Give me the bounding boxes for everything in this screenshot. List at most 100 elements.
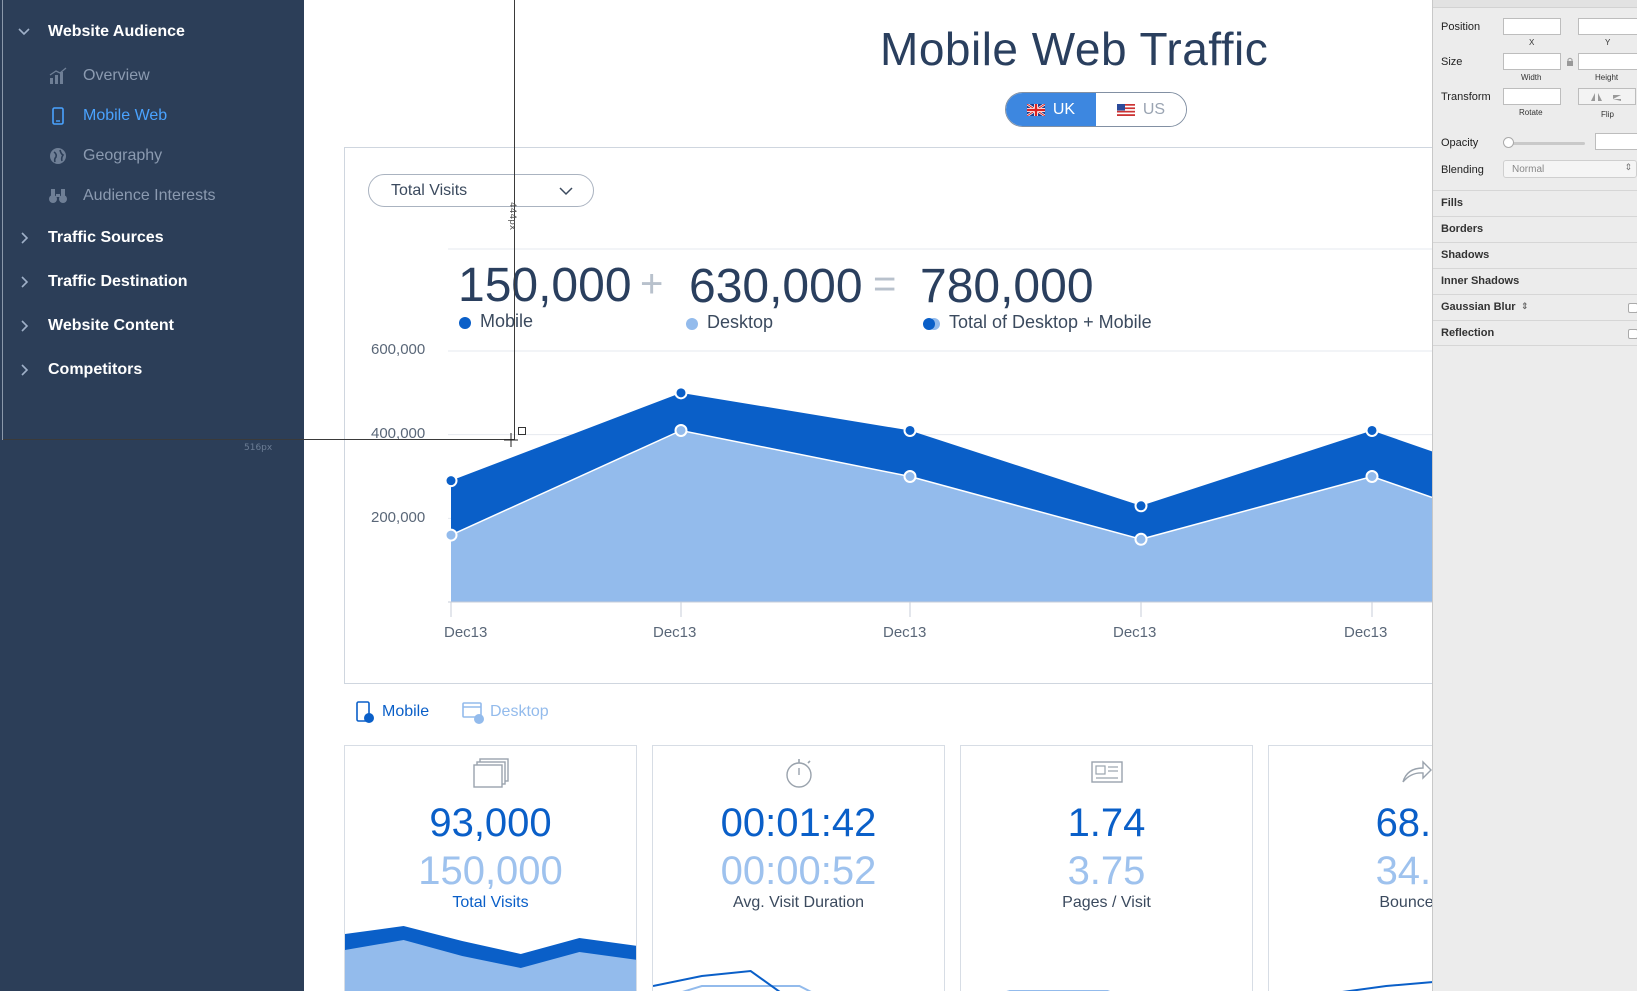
position-y-input[interactable] (1578, 18, 1637, 35)
height-input[interactable] (1578, 53, 1637, 70)
rotate-input[interactable] (1503, 88, 1561, 105)
inspector-section-inner-shadows[interactable]: Inner Shadows (1433, 268, 1637, 294)
chevron-down-icon (559, 187, 573, 196)
card-primary-value: 1.74 (1067, 801, 1146, 845)
chevron-right-icon (21, 320, 29, 332)
metric-dropdown-value: Total Visits (391, 181, 468, 199)
x-tick-label: Dec13 (1113, 624, 1157, 641)
tab-desktop-label: Desktop (490, 703, 549, 720)
blending-select[interactable]: Normal ⇕ (1503, 160, 1637, 178)
metric-dropdown[interactable]: Total Visits (368, 174, 594, 207)
tab-desktop[interactable]: Desktop (462, 700, 549, 724)
blending-value: Normal (1512, 164, 1545, 175)
desktop-legend-dot (686, 318, 698, 330)
card-secondary-value: 00:00:52 (720, 849, 877, 893)
mobile-legend-label: Mobile (480, 311, 534, 331)
sidebar: Website Audience Overview Mobile Web Geo… (0, 0, 304, 991)
card-secondary-value: 3.75 (1067, 849, 1146, 893)
section-title: Reflection (1441, 327, 1495, 339)
total-legend-label: Total of Desktop + Mobile (949, 312, 1152, 332)
measure-guide-vertical (514, 0, 515, 440)
card-primary-value: 93,000 (429, 801, 552, 845)
sparkline-mobile-line (653, 969, 781, 991)
measure-vertical-label: 444px (507, 202, 517, 231)
position-x-input[interactable] (1503, 18, 1561, 35)
updown-icon: ⇕ (1521, 301, 1529, 311)
blending-label: Blending (1441, 164, 1484, 176)
tab-mobile[interactable]: Mobile (354, 700, 429, 724)
mobile-total-value: 150,000 (458, 259, 632, 312)
nav-label: Competitors (48, 361, 143, 378)
chevron-right-icon (21, 364, 29, 376)
width-input[interactable] (1503, 53, 1561, 70)
card-secondary-value: 150,000 (418, 849, 563, 893)
total-legend-dot-front (923, 318, 935, 330)
inspector-section-borders[interactable]: Borders (1433, 216, 1637, 242)
inspector-section-gaussian-blur[interactable]: Gaussian Blur ⇕ (1433, 294, 1637, 320)
card-sparkline (345, 926, 636, 991)
x-tick-label: Dec13 (883, 624, 927, 641)
desktop-total-value: 630,000 (689, 260, 863, 313)
opacity-input[interactable] (1595, 133, 1637, 150)
flip-caption: Flip (1601, 110, 1614, 119)
uk-flag-icon (1026, 103, 1045, 116)
height-caption: Height (1595, 73, 1619, 82)
chevron-down-icon (18, 28, 30, 36)
mobile-device-icon (356, 701, 374, 723)
section-title: Borders (1441, 223, 1484, 235)
metric-card-avg-visit-duration: 00:01:42 00:00:52 Avg. Visit Duration (652, 745, 945, 991)
lock-icon[interactable] (1566, 57, 1574, 66)
reflection-checkbox[interactable] (1628, 329, 1637, 339)
inspector-section-shadows[interactable]: Shadows (1433, 242, 1637, 268)
sparkline-desktop-area (345, 940, 636, 991)
nav-label: Website Audience (48, 23, 185, 40)
card-label: Total Visits (452, 894, 529, 911)
size-label: Size (1441, 56, 1463, 68)
inspector-panel: Position X Y Size Width Height Transform… (1432, 0, 1637, 991)
chevron-right-icon (21, 276, 29, 288)
bar-chart-icon (49, 67, 67, 84)
region-uk-button[interactable]: UK (1006, 93, 1096, 126)
metric-card-total-visits: 93,000 150,000 Total Visits (344, 745, 637, 991)
section-title: Inner Shadows (1441, 275, 1520, 287)
measure-guide-horizontal (2, 439, 514, 440)
opacity-slider-track[interactable] (1505, 142, 1585, 145)
crosshair-cursor-icon (504, 433, 518, 447)
section-title: Shadows (1441, 249, 1490, 261)
share-arrow-icon (1401, 760, 1432, 783)
desktop-legend-label: Desktop (707, 312, 774, 332)
globe-icon (50, 148, 66, 164)
desktop-device-icon (462, 702, 484, 724)
opacity-slider-thumb[interactable] (1503, 137, 1514, 148)
plus-sign: + (640, 262, 664, 306)
inspector-section-reflection[interactable]: Reflection (1433, 320, 1637, 346)
nav-label: Website Content (48, 317, 174, 334)
stopwatch-icon (785, 759, 812, 788)
inspector-section-fills[interactable]: Fills (1433, 190, 1637, 216)
updown-icon: ⇕ (1624, 162, 1632, 172)
sidebar-item-label: Audience Interests (83, 187, 216, 204)
measure-guide-left-edge (2, 0, 3, 440)
measure-horizontal-label: 516px (244, 443, 273, 453)
x-tick-label: Dec13 (653, 624, 697, 641)
inspector-toolbar (1433, 0, 1637, 8)
transform-label: Transform (1441, 91, 1491, 103)
pages-stack-icon (472, 758, 509, 788)
card-sparkline (1006, 990, 1111, 991)
region-us-button[interactable]: US (1096, 93, 1186, 126)
section-title: Gaussian Blur (1441, 301, 1516, 313)
sidebar-item-label: Geography (83, 147, 163, 164)
card-sparkline (653, 969, 812, 991)
sidebar-item-label: Mobile Web (83, 107, 168, 124)
y-tick-label: 200,000 (371, 509, 426, 526)
y-tick-label: 600,000 (371, 341, 426, 358)
flip-buttons[interactable] (1578, 88, 1636, 105)
equals-sign: = (873, 262, 897, 306)
x-tick-label: Dec13 (444, 624, 488, 641)
gaussian-blur-checkbox[interactable] (1628, 303, 1637, 313)
card-label: Avg. Visit Duration (732, 894, 865, 911)
region-uk-label: UK (1052, 100, 1076, 118)
x-tick-label: Dec13 (1344, 624, 1388, 641)
card-primary-value: 00:01:42 (720, 801, 877, 845)
resize-handle[interactable] (518, 427, 526, 435)
